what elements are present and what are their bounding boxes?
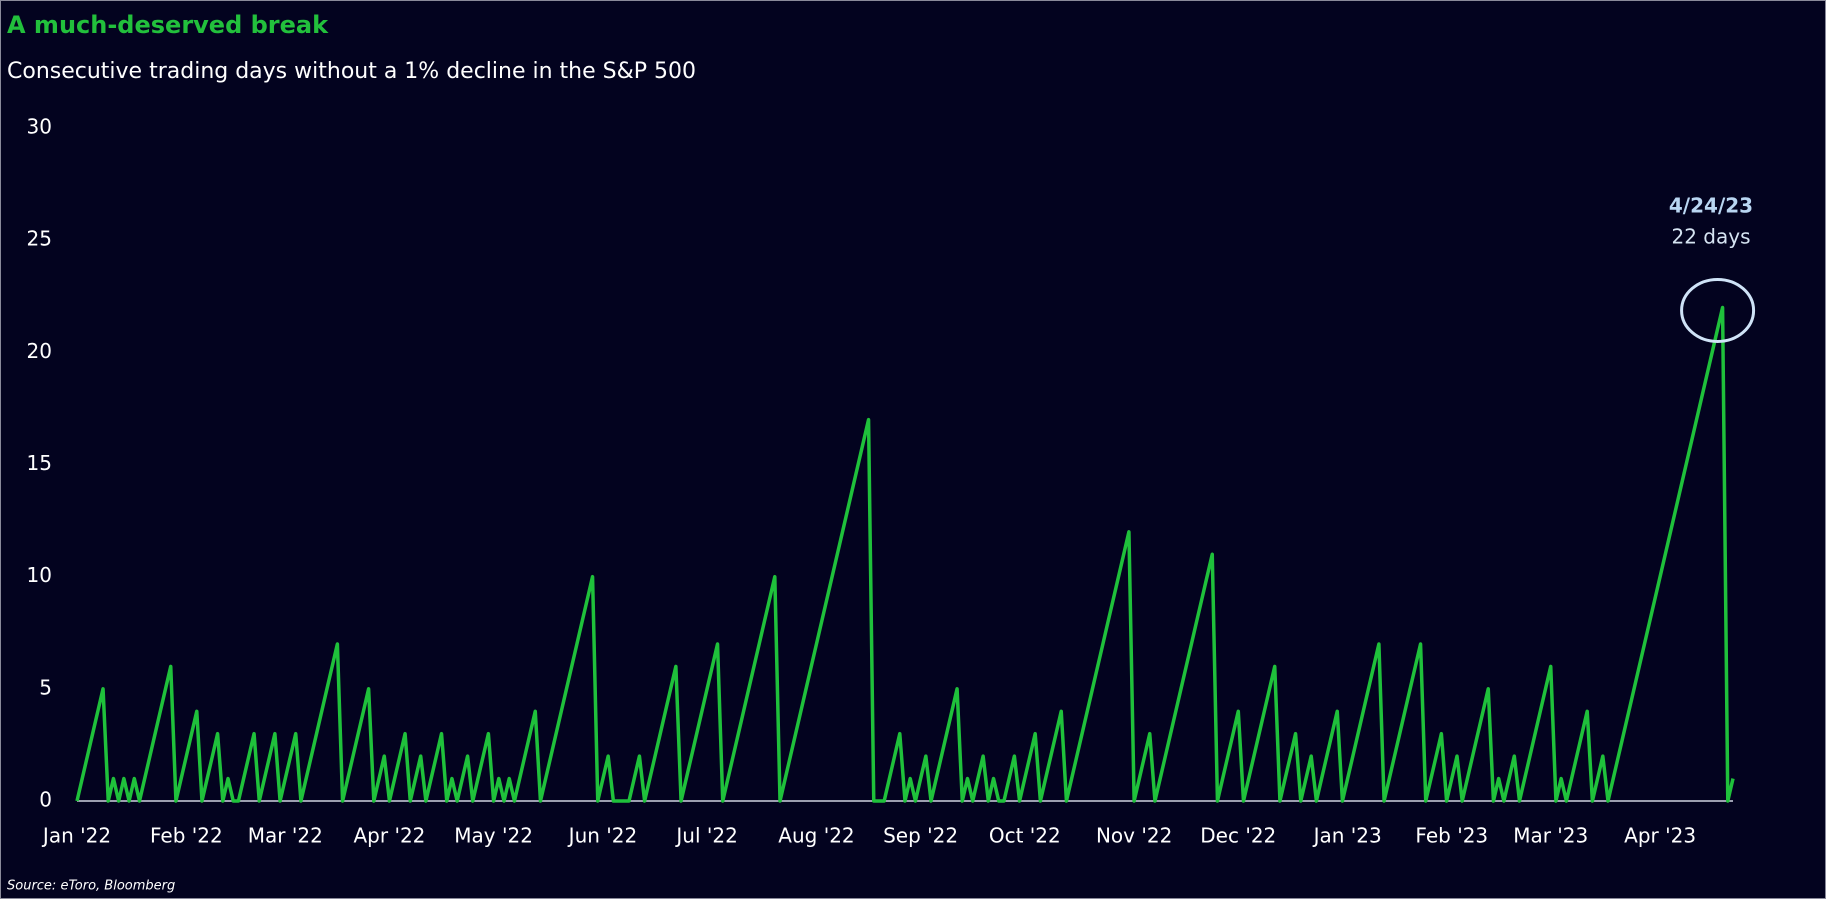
x-tick-label: Feb '22 xyxy=(150,824,223,848)
highlight-circle xyxy=(1680,277,1756,343)
annotation-text: 22 days xyxy=(1671,225,1750,249)
x-tick-label: Jan '22 xyxy=(41,824,111,848)
x-tick-label: Aug '22 xyxy=(778,824,854,848)
y-tick-label: 5 xyxy=(39,675,52,699)
y-tick-label: 0 xyxy=(39,788,52,812)
x-tick-label: Jul '22 xyxy=(674,824,737,848)
chart-subtitle: Consecutive trading days without a 1% de… xyxy=(7,59,696,84)
x-tick-label: Feb '23 xyxy=(1415,824,1488,848)
x-tick-label: Apr '22 xyxy=(353,824,425,848)
y-tick-label: 25 xyxy=(27,227,52,251)
x-tick-label: Mar '22 xyxy=(248,824,323,848)
y-tick-label: 30 xyxy=(27,115,52,139)
x-tick-label: Jan '23 xyxy=(1312,824,1382,848)
x-tick-label: Jun '22 xyxy=(567,824,638,848)
x-tick-label: Sep '22 xyxy=(883,824,958,848)
x-tick-label: Nov '22 xyxy=(1096,824,1172,848)
x-tick-label: Apr '23 xyxy=(1624,824,1696,848)
source: Source: eToro, Bloomberg xyxy=(7,879,175,894)
x-tick-label: May '22 xyxy=(454,824,533,848)
x-tick-label: Mar '23 xyxy=(1513,824,1588,848)
y-tick-label: 20 xyxy=(27,339,52,363)
annotation-label: 4/24/23 xyxy=(1669,194,1753,218)
line xyxy=(75,305,1735,803)
x-tick-label: Dec '22 xyxy=(1200,824,1276,848)
y-tick-label: 10 xyxy=(27,563,52,587)
y-tick-label: 15 xyxy=(27,451,52,475)
x-tick-label: Oct '22 xyxy=(989,824,1061,848)
chart-title: A much-deserved break xyxy=(7,11,329,39)
